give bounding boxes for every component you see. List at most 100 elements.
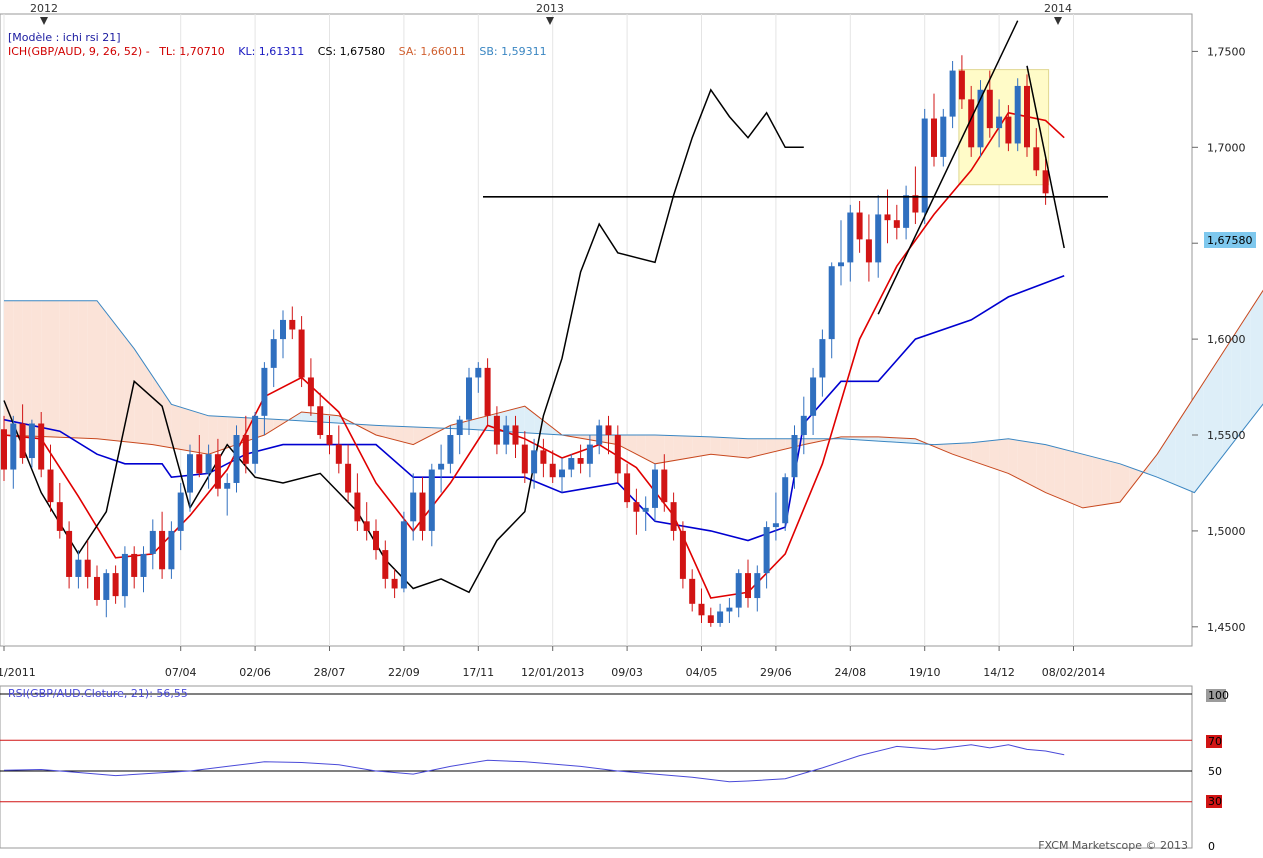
cloud-segment: [999, 439, 1008, 474]
candle-body: [410, 493, 416, 522]
candle-body: [141, 554, 147, 577]
x-date-label: 02/06: [239, 666, 271, 679]
candle-body: [875, 214, 881, 262]
candle-body: [1024, 86, 1030, 147]
candle-body: [1005, 117, 1011, 144]
candle-body: [168, 531, 174, 569]
candle-body: [764, 527, 770, 573]
x-date-label: 29/06: [760, 666, 792, 679]
cs-label: CS: 1,67580: [318, 45, 385, 58]
candle-body: [931, 119, 937, 157]
cloud-segment: [664, 435, 673, 462]
candle-body: [215, 454, 221, 489]
x-date-label: 07/04: [165, 666, 197, 679]
candle-body: [838, 262, 844, 266]
cloud-segment: [51, 301, 60, 438]
candle-body: [801, 416, 807, 435]
cloud-segment: [1083, 454, 1092, 508]
cloud-segment: [13, 301, 22, 436]
cloud-segment: [971, 442, 980, 464]
candle-body: [894, 220, 900, 228]
cloud-segment: [1204, 368, 1213, 481]
y-tick-label: 1,7500: [1207, 45, 1246, 58]
rsi-level-30: 30: [1208, 795, 1222, 808]
rsi-level-70: 70: [1208, 735, 1222, 748]
candle-body: [364, 521, 370, 531]
candle-body: [503, 425, 509, 444]
candle-body: [903, 195, 909, 228]
cloud-segment: [739, 438, 748, 458]
candle-body: [661, 470, 667, 503]
candle-body: [85, 560, 91, 577]
candle-body: [224, 483, 230, 489]
candle-body: [522, 445, 528, 474]
indicator-legend: ICH(GBP/AUD, 9, 26, 52) - TL: 1,70710 KL…: [8, 45, 547, 58]
candle-body: [252, 416, 258, 464]
candle-body: [289, 320, 295, 330]
cloud-segment: [1213, 353, 1222, 468]
year-label-2012: 2012: [30, 2, 58, 15]
y-tick-label: 1,4500: [1207, 621, 1246, 634]
cloud-segment: [702, 437, 711, 456]
cloud-segment: [1027, 442, 1036, 488]
cloud-segment: [990, 440, 999, 470]
cloud-segment: [1101, 459, 1110, 505]
candle-body: [336, 445, 342, 464]
candle-body: [150, 531, 156, 554]
candle-body: [66, 531, 72, 577]
cloud-segment: [4, 301, 13, 436]
cloud-segment: [729, 438, 738, 457]
cloud-segment: [69, 301, 78, 438]
cloud-segment: [711, 437, 720, 455]
candle-body: [606, 425, 612, 435]
x-date-label: 24/08: [834, 666, 866, 679]
rsi-label: RSI(GBP/AUD.Cloture, 21): 56,55: [8, 687, 188, 700]
candle-body: [113, 573, 119, 596]
candle-body: [959, 71, 965, 100]
cloud-segment: [981, 441, 990, 467]
y-tick-label: 1,5500: [1207, 429, 1246, 442]
candle-body: [1015, 86, 1021, 144]
candle-body: [726, 608, 732, 612]
candle-body: [587, 445, 593, 464]
candle-body: [559, 470, 565, 478]
rsi-level-0: 0: [1208, 840, 1215, 853]
cloud-segment: [1055, 447, 1064, 500]
cloud-segment: [209, 416, 218, 454]
candle-body: [1033, 147, 1039, 170]
candle-body: [29, 424, 35, 459]
cloud-segment: [78, 301, 87, 439]
cloud-segment: [1046, 445, 1055, 497]
x-date-label: 22/09: [388, 666, 420, 679]
cloud-segment: [60, 301, 69, 438]
candle-body: [950, 71, 956, 117]
x-date-label: 12/01/2013: [521, 666, 584, 679]
candle-body: [940, 117, 946, 157]
candle-body: [373, 531, 379, 550]
tl-label: TL: 1,70710: [158, 45, 225, 58]
candle-body: [996, 117, 1002, 129]
ich-label: ICH(GBP/AUD, 9, 26, 52) -: [8, 45, 150, 58]
candle-body: [317, 406, 323, 435]
candle-body: [48, 470, 54, 503]
x-date-label: 26/11/2011: [0, 666, 36, 679]
y-tick-label: 1,5000: [1207, 525, 1246, 538]
cloud-segment: [106, 313, 115, 441]
cloud-segment: [97, 301, 106, 440]
candle-body: [717, 611, 723, 623]
candle-body: [261, 368, 267, 416]
cloud-segment: [1074, 452, 1083, 508]
candle-body: [550, 464, 556, 477]
candle-body: [754, 573, 760, 598]
candle-body: [810, 377, 816, 415]
cloud-segment: [692, 436, 701, 457]
footer-credit: FXCM Marketscope © 2013: [1038, 839, 1188, 852]
candle-body: [987, 90, 993, 128]
candle-body: [596, 425, 602, 444]
rsi-level-100: 100: [1208, 689, 1229, 702]
candle-body: [922, 119, 928, 213]
candle-body: [782, 477, 788, 523]
candle-body: [829, 266, 835, 339]
candle-body: [429, 470, 435, 531]
